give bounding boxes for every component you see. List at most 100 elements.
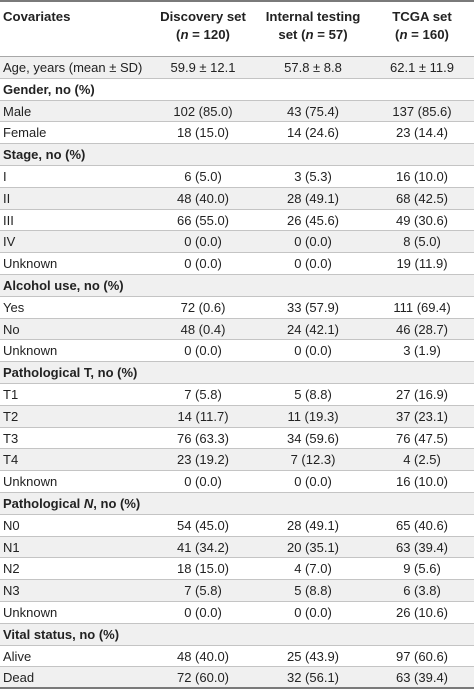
table-row: Age, years (mean ± SD) 59.9 ± 12.1 57.8 ± … bbox=[0, 57, 474, 79]
tcga-value: 3 (1.9) bbox=[403, 343, 441, 359]
section-header-row: Gender, no (%) bbox=[0, 79, 474, 101]
section-label: Gender, no (%) bbox=[3, 81, 95, 97]
header-internal-prefix: set ( bbox=[278, 27, 306, 42]
internal-value: 14 (24.6) bbox=[286, 125, 340, 141]
internal-value: 4 (7.0) bbox=[294, 561, 332, 577]
row-label: Dead bbox=[3, 670, 35, 686]
tcga-value: 4 (2.5) bbox=[403, 452, 441, 468]
row-label: T2 bbox=[3, 408, 19, 424]
internal-value: 32 (56.1) bbox=[286, 670, 340, 686]
header-internal-testing-set: Internal testing set (n = 57) bbox=[258, 8, 368, 44]
row-label: II bbox=[3, 190, 11, 206]
internal-value: 0 (0.0) bbox=[294, 604, 332, 620]
table-row: No 48 (0.4) 24 (42.1) 46 (28.7) bbox=[0, 318, 474, 341]
table-row: Female 18 (15.0) 14 (24.6) 23 (14.4) bbox=[0, 122, 474, 145]
header-discovery-line2: (n = 120) bbox=[176, 27, 230, 42]
header-discovery-set: Discovery set (n = 120) bbox=[148, 8, 258, 44]
header-tcga-line2: (n = 160) bbox=[395, 27, 449, 42]
discovery-value: 7 (5.8) bbox=[184, 583, 222, 599]
tcga-value: 111 (69.4) bbox=[393, 299, 451, 315]
row-label: Unknown bbox=[3, 343, 58, 359]
discovery-value: 0 (0.0) bbox=[184, 234, 222, 250]
row-label: Female bbox=[3, 125, 47, 141]
table-row: Yes 72 (0.6) 33 (57.9) 111 (69.4) bbox=[0, 297, 474, 319]
discovery-value: 59.9 ± 12.1 bbox=[170, 60, 236, 75]
row-label: IV bbox=[3, 234, 16, 250]
internal-value: 0 (0.0) bbox=[294, 234, 332, 250]
tcga-value: 97 (60.6) bbox=[395, 648, 449, 664]
header-tcga-line1: TCGA set bbox=[392, 9, 452, 24]
table-body: Age, years (mean ± SD) 59.9 ± 12.1 57.8 ± … bbox=[0, 57, 474, 690]
row-label: No bbox=[3, 321, 20, 337]
table-row: T3 76 (63.3) 34 (59.6) 76 (47.5) bbox=[0, 428, 474, 450]
section-header-row: Stage, no (%) bbox=[0, 144, 474, 166]
section-header-row: Alcohol use, no (%) bbox=[0, 274, 474, 297]
row-label: Male bbox=[3, 103, 32, 119]
section-label: Stage, no (%) bbox=[3, 147, 86, 163]
table-row: Unknown 0 (0.0) 0 (0.0) 16 (10.0) bbox=[0, 471, 474, 493]
discovery-value: 0 (0.0) bbox=[184, 474, 222, 490]
table-row: IV 0 (0.0) 0 (0.0) 8 (5.0) bbox=[0, 231, 474, 254]
table-row: I 6 (5.0) 3 (5.3) 16 (10.0) bbox=[0, 166, 474, 188]
tcga-value: 9 (5.6) bbox=[403, 561, 441, 577]
header-internal-line2: set (n = 57) bbox=[258, 26, 368, 44]
row-label: Unknown bbox=[3, 474, 58, 490]
tcga-value: 49 (30.6) bbox=[395, 212, 449, 228]
header-discovery-line1: Discovery set bbox=[160, 9, 246, 24]
tcga-value: 16 (10.0) bbox=[395, 168, 449, 184]
header-internal-count: = 57) bbox=[313, 27, 348, 42]
table-row: Alive 48 (40.0) 25 (43.9) 97 (60.6) bbox=[0, 646, 474, 668]
internal-value: 24 (42.1) bbox=[286, 321, 340, 337]
section-label: Pathological N, no (%) bbox=[3, 495, 141, 511]
tcga-value: 46 (28.7) bbox=[395, 321, 449, 337]
table-row: N1 41 (34.2) 20 (35.1) 63 (39.4) bbox=[0, 536, 474, 559]
section-header-row: Pathological N, no (%) bbox=[0, 492, 474, 515]
table-row: T4 23 (19.2) 7 (12.3) 4 (2.5) bbox=[0, 449, 474, 472]
internal-value: 26 (45.6) bbox=[286, 212, 340, 228]
row-label: N0 bbox=[3, 517, 20, 533]
section-label: Alcohol use, no (%) bbox=[3, 277, 124, 293]
row-label: N1 bbox=[3, 539, 20, 555]
table-row: T2 14 (11.7) 11 (19.3) 37 (23.1) bbox=[0, 405, 474, 428]
internal-value: 0 (0.0) bbox=[294, 474, 332, 490]
discovery-value: 66 (55.0) bbox=[176, 212, 230, 228]
tcga-value: 76 (47.5) bbox=[395, 430, 449, 446]
tcga-value: 6 (3.8) bbox=[403, 583, 441, 599]
discovery-value: 48 (40.0) bbox=[176, 190, 230, 206]
tcga-value: 63 (39.4) bbox=[395, 670, 449, 686]
discovery-value: 0 (0.0) bbox=[184, 604, 222, 620]
internal-value: 3 (5.3) bbox=[294, 168, 332, 184]
row-label: Alive bbox=[3, 648, 32, 664]
table-row: N2 18 (15.0) 4 (7.0) 9 (5.6) bbox=[0, 558, 474, 581]
discovery-value: 14 (11.7) bbox=[177, 408, 229, 424]
internal-value: 0 (0.0) bbox=[294, 256, 332, 272]
tcga-value: 65 (40.6) bbox=[395, 517, 449, 533]
internal-value: 5 (8.8) bbox=[294, 583, 332, 599]
discovery-value: 0 (0.0) bbox=[184, 343, 222, 359]
header-tcga-count: = 160) bbox=[407, 27, 449, 42]
internal-value: 34 (59.6) bbox=[286, 430, 340, 446]
internal-value: 57.8 ± 8.8 bbox=[284, 60, 342, 75]
internal-value: 28 (49.1) bbox=[286, 190, 340, 206]
discovery-value: 41 (34.2) bbox=[176, 539, 230, 555]
table-header: Covariates Discovery set (n = 120) Inter… bbox=[0, 0, 474, 57]
row-label: Age, years (mean ± SD) bbox=[3, 60, 143, 75]
header-internal-n: n bbox=[305, 27, 314, 42]
row-label: Unknown bbox=[3, 256, 58, 272]
table-row: T1 7 (5.8) 5 (8.8) 27 (16.9) bbox=[0, 384, 474, 406]
section-label: Vital status, no (%) bbox=[3, 626, 120, 642]
tcga-value: 19 (11.9) bbox=[396, 256, 448, 272]
row-label: Yes bbox=[3, 299, 25, 315]
discovery-value: 48 (0.4) bbox=[180, 321, 226, 337]
discovery-value: 23 (19.2) bbox=[176, 452, 230, 468]
internal-value: 7 (12.3) bbox=[290, 452, 336, 468]
tcga-value: 23 (14.4) bbox=[395, 125, 449, 141]
discovery-value: 18 (15.0) bbox=[176, 561, 230, 577]
internal-value: 11 (19.3) bbox=[287, 408, 339, 424]
tcga-value: 68 (42.5) bbox=[395, 190, 449, 206]
header-tcga-n: n bbox=[399, 27, 408, 42]
internal-value: 25 (43.9) bbox=[286, 648, 340, 664]
discovery-value: 54 (45.0) bbox=[176, 517, 230, 533]
internal-value: 0 (0.0) bbox=[294, 343, 332, 359]
